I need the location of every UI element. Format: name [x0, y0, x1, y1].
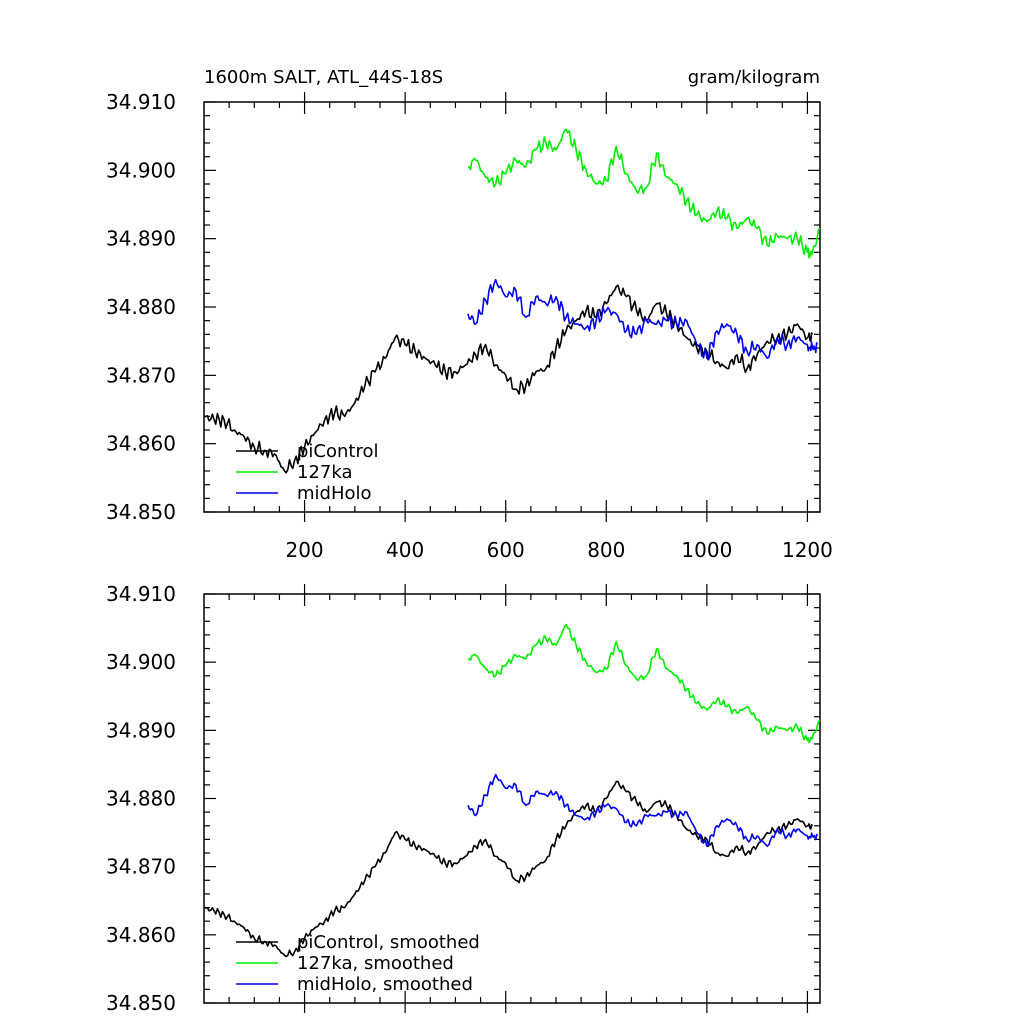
top-panel: 1600m SALT, ATL_44S-18S gram/kilogram 34…: [106, 67, 833, 562]
y-tick-label: 34.870: [106, 855, 176, 879]
y-tick-label: 34.900: [106, 158, 176, 182]
x-tick-label: 400: [386, 538, 424, 562]
x-tick-label: 1200: [782, 538, 833, 562]
series-line-picontrol: [203, 284, 814, 474]
bottom-panel: 34.850 34.860 34.870 34.880 34.890 34.900 34.9…: [106, 582, 821, 1015]
legend-label: midHolo: [297, 483, 372, 504]
legend-label: piControl: [297, 441, 379, 462]
legend-label: midHolo, smoothed: [297, 974, 473, 995]
x-tick-label: 600: [487, 538, 525, 562]
y-tick-label: 34.860: [106, 923, 176, 947]
y-tick-label: 34.910: [106, 582, 176, 606]
y-tick-label: 34.850: [106, 500, 176, 524]
y-tick-label: 34.870: [106, 363, 176, 387]
x-tick-label: 800: [587, 538, 625, 562]
legend-label: 127ka: [297, 462, 353, 483]
y-tick-label: 34.860: [106, 432, 176, 456]
legend-label: 127ka, smoothed: [297, 953, 454, 974]
y-tick-label: 34.910: [106, 90, 176, 114]
series-line-127ka: [468, 128, 821, 259]
y-tick-label: 34.850: [106, 991, 176, 1015]
y-tick-label: 34.880: [106, 295, 176, 319]
series-line-midholo: [467, 773, 819, 847]
chart-units: gram/kilogram: [688, 67, 820, 88]
series-line-picontrol: [203, 780, 814, 958]
x-tick-label: 1000: [681, 538, 732, 562]
chart-title: 1600m SALT, ATL_44S-18S: [204, 67, 443, 88]
x-tick-label: 200: [285, 538, 323, 562]
legend-label: piControl, smoothed: [297, 932, 480, 953]
y-tick-label: 34.890: [106, 718, 176, 742]
y-tick-label: 34.900: [106, 650, 176, 674]
series-line-127ka: [468, 623, 821, 744]
series-line-midholo: [467, 278, 819, 361]
y-tick-label: 34.890: [106, 227, 176, 251]
y-tick-label: 34.880: [106, 787, 176, 811]
